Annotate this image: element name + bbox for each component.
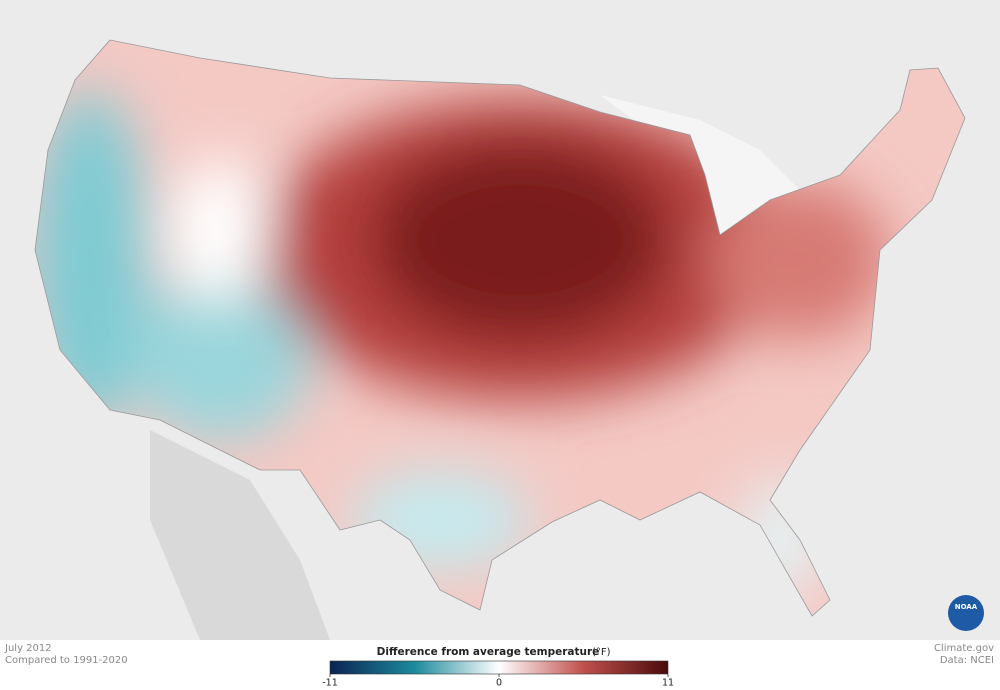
legend-title: Difference from average temperature (377, 646, 600, 658)
colorbar (329, 660, 669, 675)
logo-circle (948, 595, 984, 631)
neutral-great-basin (170, 160, 270, 300)
legend-tick-label: 11 (662, 678, 674, 689)
heat-core (370, 140, 670, 340)
credit: Climate.gov (934, 643, 994, 654)
date: July 2012 (4, 643, 52, 654)
source: Data: NCEI (940, 655, 994, 666)
mexico (150, 430, 330, 640)
noaa-logo: NOAA (948, 595, 984, 631)
us-outline (34, 39, 966, 617)
legend-tick-label: -11 (322, 678, 338, 689)
logo-text: NOAA (955, 603, 978, 611)
baseline: Compared to 1991-2020 (5, 655, 128, 666)
cool-west-coast (35, 90, 150, 430)
legend-unit: (°F) (592, 647, 611, 658)
legend-tick-label: 0 (496, 678, 502, 689)
cool-southwest (130, 280, 310, 440)
heat-east (710, 180, 890, 340)
